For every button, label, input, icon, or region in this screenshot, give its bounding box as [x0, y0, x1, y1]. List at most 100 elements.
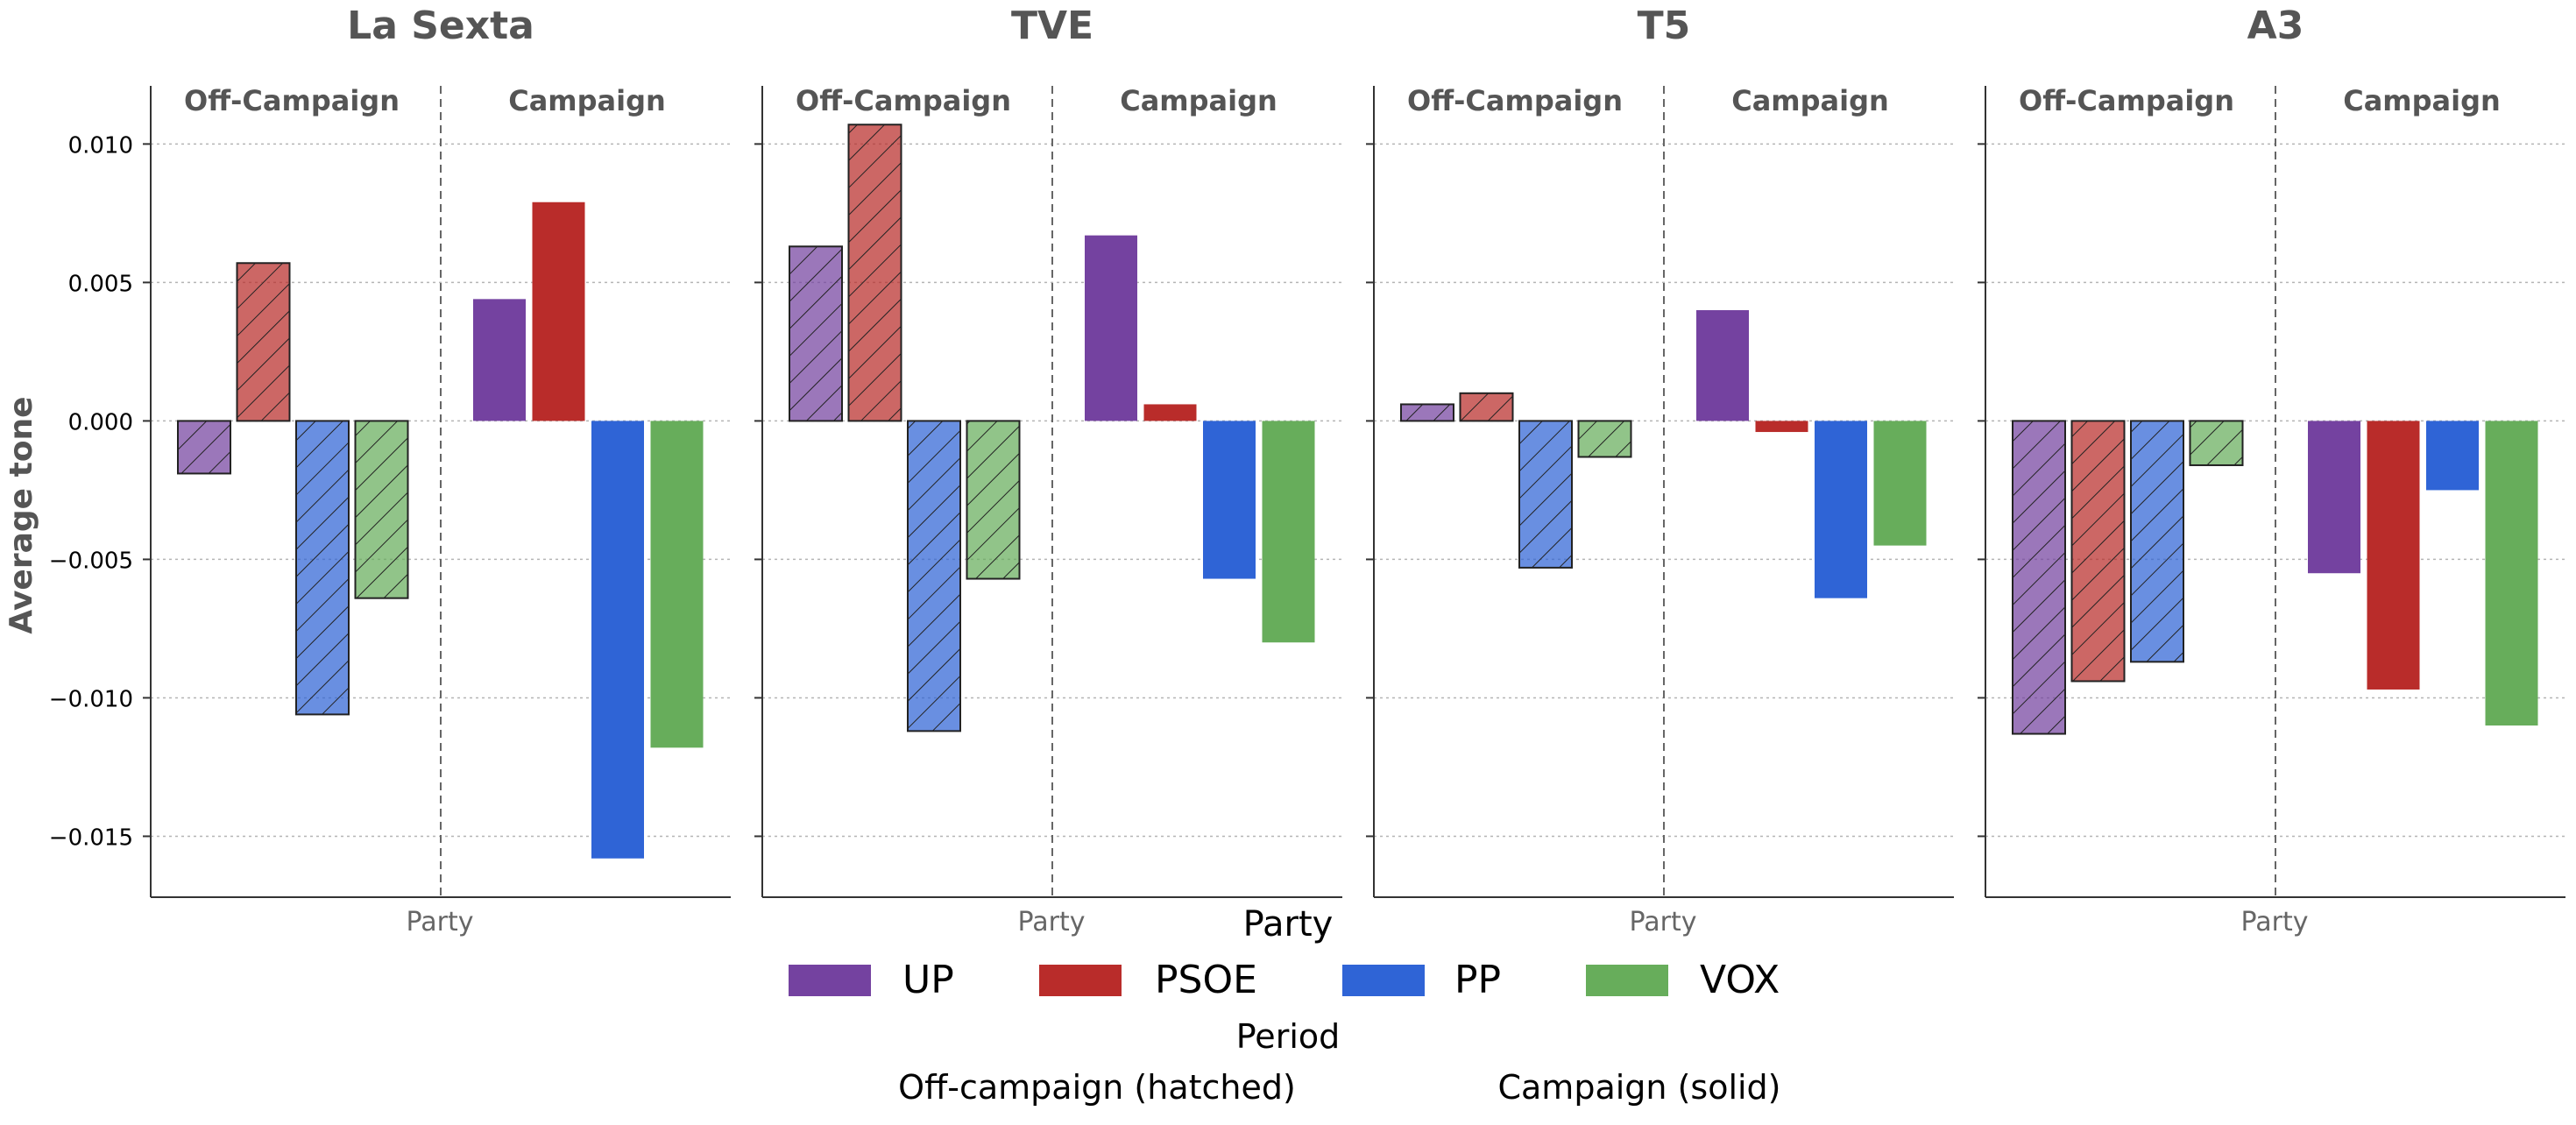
chart-panel: T5 Off-Campaign Campaign	[1366, 4, 1954, 898]
bar-pp-campaign	[591, 421, 644, 859]
legend-swatch-psoe	[1039, 965, 1122, 996]
bar-outline	[1518, 420, 1573, 569]
legend-period-title: Period	[1236, 1017, 1341, 1056]
period-label-off-campaign: Off-Campaign	[184, 84, 400, 117]
period-label-campaign: Campaign	[1731, 84, 1889, 117]
bar-vox-off-campaign	[1577, 420, 1632, 458]
bar-fill	[1696, 309, 1749, 421]
bar-up-off-campaign	[1400, 403, 1454, 422]
x-axis-label: Party	[2241, 907, 2309, 938]
bar-outline	[354, 420, 409, 599]
bar-vox-off-campaign	[354, 420, 409, 599]
period-label-off-campaign: Off-Campaign	[796, 84, 1011, 117]
period-label-campaign: Campaign	[508, 84, 666, 117]
bar-hatch	[2071, 421, 2125, 682]
period-label-off-campaign: Off-Campaign	[1407, 84, 1623, 117]
bar-vox-off-campaign	[2189, 420, 2244, 466]
bar-vox-off-campaign	[966, 420, 1021, 580]
legend-label-pp: PP	[1454, 958, 1501, 1002]
chart-panel: TVE Off-Campaign Campaign	[754, 4, 1342, 898]
panel-title: TVE	[1011, 4, 1093, 48]
bar-outline	[295, 420, 350, 716]
panel-title: A3	[2247, 4, 2304, 48]
bar-hatch	[2013, 421, 2065, 734]
bar-outline	[177, 420, 231, 475]
bar-pp-campaign	[2426, 421, 2479, 491]
bar-fill	[650, 421, 704, 748]
panel-title: La Sexta	[347, 4, 534, 48]
bar-fill	[1262, 421, 1315, 643]
bar-fill	[2308, 421, 2360, 574]
bar-fill	[532, 202, 585, 421]
period-label-campaign: Campaign	[2343, 84, 2501, 117]
bar-outline	[2189, 420, 2244, 466]
y-tick-label: −0.015	[49, 824, 133, 851]
y-tick-label: −0.005	[49, 548, 133, 574]
bar-hatch	[2131, 421, 2183, 662]
bar-pp-campaign	[1815, 421, 1867, 598]
bar-fill	[1815, 421, 1867, 598]
legend-label-up: UP	[902, 958, 954, 1002]
period-label-campaign: Campaign	[1120, 84, 1277, 117]
bar-fill	[2485, 421, 2538, 726]
bar-up-off-campaign	[789, 245, 843, 422]
bar-outline	[847, 124, 902, 422]
bar-hatch	[178, 421, 230, 474]
bar-hatch	[966, 421, 1020, 579]
bar-psoe-off-campaign	[2070, 420, 2126, 683]
bar-psoe-campaign	[2367, 421, 2420, 690]
chart-panel: A3 Off-Campaign Campaign	[1978, 4, 2565, 898]
bar-fill	[2367, 421, 2420, 690]
bar-hatch	[908, 421, 960, 732]
panel-title: T5	[1638, 4, 1691, 48]
bar-vox-campaign	[650, 421, 704, 748]
legend: Party Period Off-campaign (hatched) Camp…	[789, 904, 1781, 1107]
bar-outline	[907, 420, 961, 732]
bar-fill	[473, 299, 526, 421]
y-tick-label: 0.010	[68, 132, 133, 159]
bar-hatch	[1460, 393, 1513, 421]
bar-hatch	[237, 263, 290, 421]
bar-pp-off-campaign	[2130, 420, 2184, 663]
bar-up-campaign	[473, 299, 526, 421]
bar-vox-campaign	[2485, 421, 2538, 726]
bar-up-off-campaign	[2012, 420, 2066, 735]
legend-period-campaign: Campaign (solid)	[1497, 1068, 1780, 1107]
legend-period-off-campaign: Off-campaign (hatched)	[898, 1068, 1296, 1107]
period-label-off-campaign: Off-Campaign	[2019, 84, 2234, 117]
bar-pp-off-campaign	[1518, 420, 1573, 569]
legend-swatch-pp	[1342, 965, 1425, 996]
bar-pp-off-campaign	[295, 420, 350, 716]
bar-pp-campaign	[1203, 421, 1256, 579]
y-tick-label: 0.000	[68, 409, 133, 435]
y-tick-label: −0.010	[49, 686, 133, 712]
bar-hatch	[1519, 421, 1572, 568]
legend-party-title: Party	[1243, 904, 1334, 945]
bar-outline	[2070, 420, 2126, 683]
bar-hatch	[296, 421, 349, 715]
bar-pp-off-campaign	[907, 420, 961, 732]
bar-up-campaign	[1696, 309, 1749, 421]
bar-outline	[236, 262, 291, 422]
bar-fill	[1873, 421, 1927, 546]
bar-fill	[1755, 421, 1808, 433]
bar-hatch	[2190, 421, 2243, 465]
bar-vox-campaign	[1262, 421, 1315, 643]
legend-label-psoe: PSOE	[1155, 958, 1257, 1002]
bar-hatch	[355, 421, 408, 598]
bar-vox-campaign	[1873, 421, 1927, 546]
bar-outline	[1577, 420, 1632, 458]
legend-label-vox: VOX	[1700, 958, 1780, 1002]
legend-swatch-vox	[1586, 965, 1668, 996]
bar-fill	[1085, 235, 1137, 421]
bar-fill	[1143, 404, 1197, 421]
bar-outline	[966, 420, 1021, 580]
bar-up-campaign	[1085, 235, 1137, 421]
y-tick-label: 0.005	[68, 271, 133, 297]
legend-swatch-up	[789, 965, 871, 996]
bar-outline	[789, 245, 843, 422]
bar-psoe-campaign	[1755, 421, 1808, 433]
bar-psoe-off-campaign	[847, 124, 902, 422]
bar-outline	[2130, 420, 2184, 663]
